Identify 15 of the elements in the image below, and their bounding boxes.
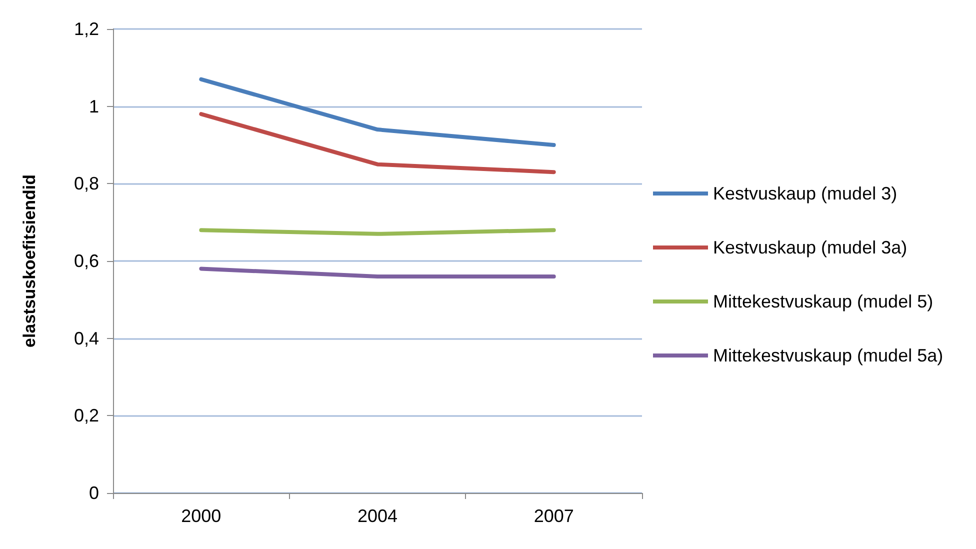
y-tick-label: 0,8 <box>74 174 99 194</box>
y-tick-label: 0,6 <box>74 251 99 271</box>
legend-label: Kestvuskaup (mudel 3a) <box>713 238 908 258</box>
legend-label: Kestvuskaup (mudel 3) <box>713 184 898 204</box>
x-tick-label: 2000 <box>181 506 222 526</box>
y-axis-title: elastsuskoefitsiendid <box>20 174 39 348</box>
x-tick-label: 2007 <box>534 506 574 526</box>
y-tick-label: 1,2 <box>74 19 99 39</box>
legend-label: Mittekestvuskaup (mudel 5a) <box>713 346 944 366</box>
x-tick-label: 2004 <box>357 506 398 526</box>
y-tick-label: 0,4 <box>74 328 99 348</box>
y-tick-label: 0 <box>88 483 99 503</box>
y-tick-label: 0,2 <box>74 406 99 426</box>
y-tick-label: 1 <box>88 96 99 116</box>
legend-label: Mittekestvuskaup (mudel 5) <box>713 292 934 312</box>
